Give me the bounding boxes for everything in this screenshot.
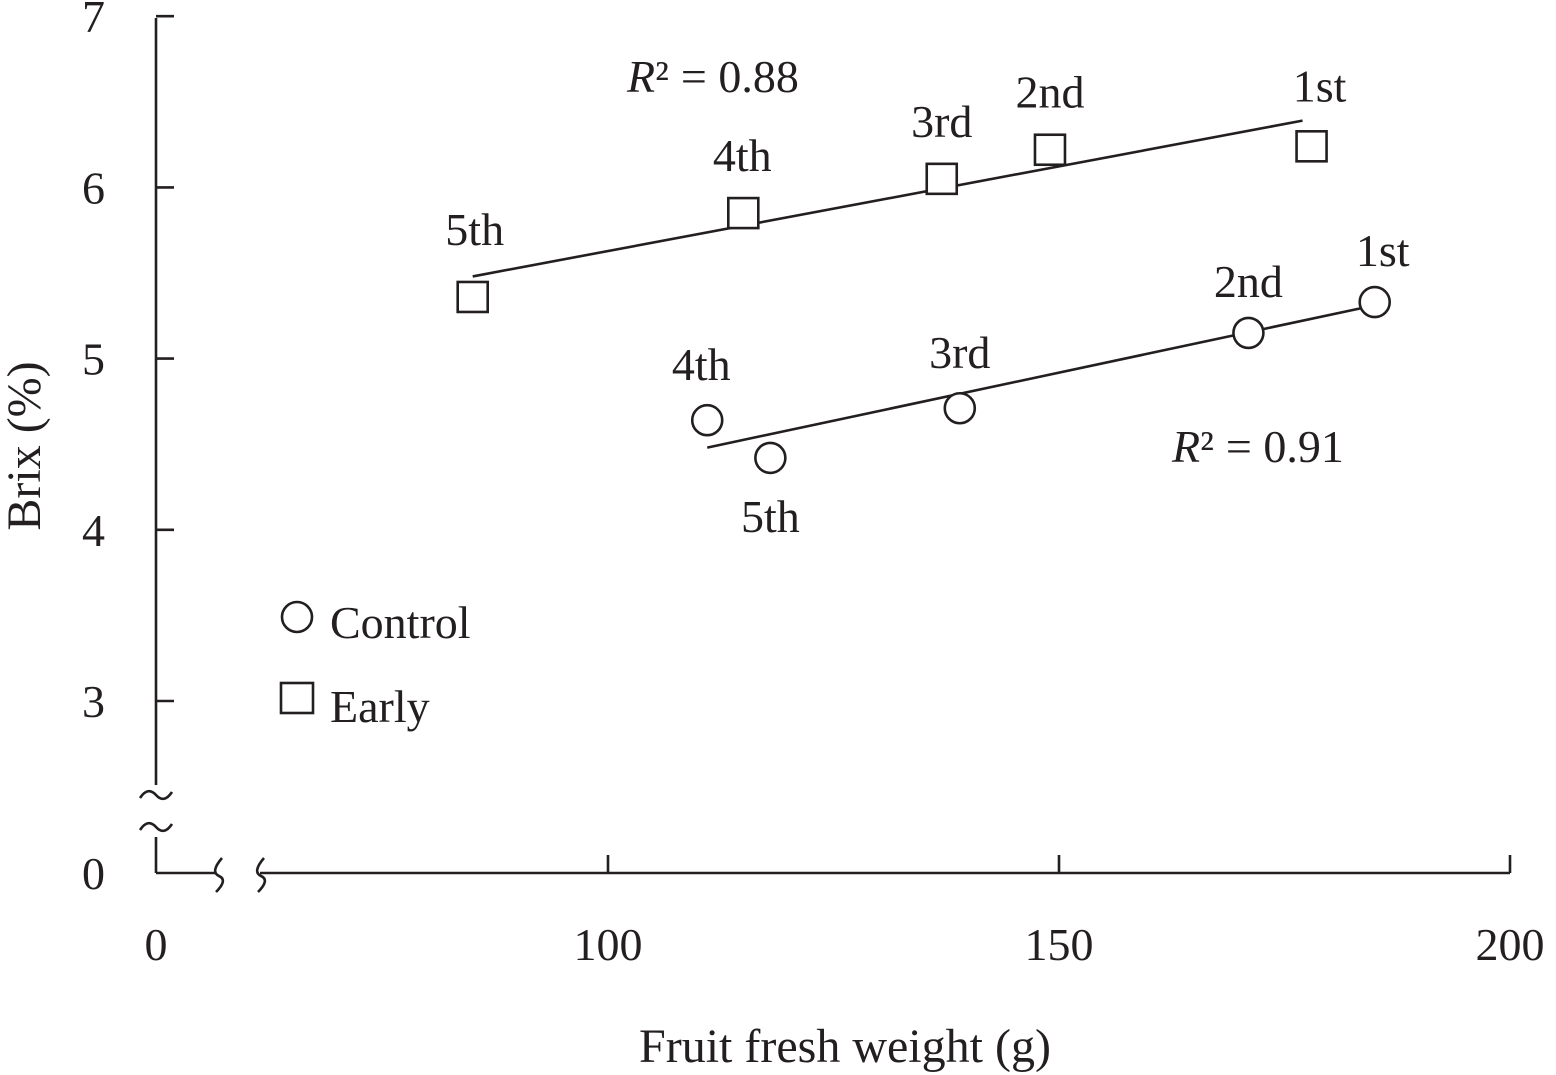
point-label-early-1st: 1st (1293, 60, 1347, 111)
marker-control-1st (1358, 285, 1391, 319)
marker-control-5th (754, 441, 787, 475)
marker-early-4th (726, 196, 760, 230)
marker-control-2nd (1232, 316, 1265, 350)
legend-square-marker (279, 681, 315, 715)
legend: Control Early (279, 597, 471, 732)
x-tick-label: 150 (1025, 919, 1094, 970)
point-labels: 1st 2nd 3rd 4th 5th 1st 2nd 3rd 4th 5th (445, 60, 1409, 542)
fit-line-early (472, 119, 1303, 278)
point-label-control-5th: 5th (741, 491, 800, 542)
point-label-control-2nd: 2nd (1214, 256, 1283, 307)
y-axis-break (138, 789, 174, 833)
point-label-early-5th: 5th (445, 204, 504, 255)
y-tick-label: 0 (82, 848, 105, 899)
point-label-early-3rd: 3rd (911, 96, 972, 147)
x-axis-title: Fruit fresh weight (g) (639, 1020, 1051, 1073)
point-label-control-3rd: 3rd (929, 327, 990, 378)
y-axis-title: Brix (%) (0, 361, 51, 530)
y-tick-label: 3 (82, 676, 105, 727)
marker-early-1st (1295, 130, 1328, 163)
marker-early-5th (456, 280, 490, 314)
point-label-control-4th: 4th (672, 339, 731, 390)
marker-early-2nd (1033, 133, 1067, 167)
point-label-early-2nd: 2nd (1015, 67, 1084, 118)
axes: 0 3 4 5 6 7 0 100 150 200 (82, 0, 1545, 970)
legend-circle-marker (280, 600, 314, 634)
marker-control-3rd (943, 391, 977, 425)
r2-annotation-early: R² = 0.88 (626, 51, 799, 102)
y-tick-label: 4 (82, 505, 105, 556)
point-label-control-1st: 1st (1356, 225, 1410, 276)
marker-early-3rd (925, 162, 959, 196)
x-tick-label: 200 (1476, 919, 1545, 970)
y-tick-label: 6 (82, 162, 105, 213)
x-axis-break (213, 857, 267, 893)
data-markers (456, 130, 1391, 475)
point-label-early-4th: 4th (713, 130, 772, 181)
marker-control-4th (690, 403, 724, 437)
x-tick-label: 100 (574, 919, 643, 970)
legend-label-control: Control (330, 597, 471, 648)
r2-annotation-control: R² = 0.91 (1171, 421, 1344, 472)
y-tick-label: 5 (82, 334, 105, 385)
x-tick-label: 0 (145, 919, 168, 970)
y-tick-label: 7 (82, 0, 105, 42)
legend-label-early: Early (330, 681, 430, 732)
